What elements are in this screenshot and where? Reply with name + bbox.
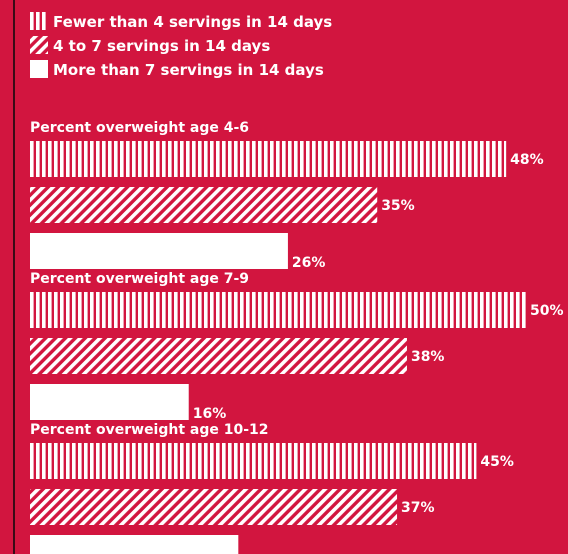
group-title-3: Percent overweight age 10-12 — [30, 422, 269, 438]
left-rule — [13, 0, 15, 554]
legend-label-3: More than 7 servings in 14 days — [53, 61, 324, 79]
bar-g2-s2 — [30, 338, 407, 374]
value-label-g2-s1: 50% — [530, 303, 564, 319]
bar-g1-s1 — [30, 141, 507, 177]
bar-g3-s2 — [30, 489, 398, 525]
bar-g1-s3 — [30, 233, 288, 269]
value-label-g2-s3: 16% — [193, 406, 227, 422]
legend-swatch-3 — [30, 60, 48, 78]
bar-g3-s3 — [30, 535, 239, 554]
legend: Fewer than 4 servings in 14 days 4 to 7 s… — [30, 12, 332, 79]
group-title-1: Percent overweight age 4-6 — [30, 120, 249, 136]
value-label-g3-s2: 37% — [401, 500, 435, 516]
group-title-2: Percent overweight age 7-9 — [30, 271, 249, 287]
value-label-g3-s1: 45% — [480, 454, 514, 470]
bar-g2-s1 — [30, 292, 526, 328]
legend-label-2: 4 to 7 servings in 14 days — [53, 37, 270, 55]
value-label-g2-s2: 38% — [411, 349, 445, 365]
legend-swatch-2 — [30, 36, 48, 54]
bar-groups: Percent overweight age 4-6 48% 35% 26% Perce… — [30, 120, 564, 554]
value-label-g1-s1: 48% — [510, 152, 544, 168]
legend-label-1: Fewer than 4 servings in 14 days — [53, 13, 332, 31]
legend-swatch-1 — [30, 12, 48, 30]
value-label-g1-s3: 26% — [292, 255, 326, 271]
bar-g1-s2 — [30, 187, 378, 223]
bar-g2-s3 — [30, 384, 189, 420]
value-label-g1-s2: 35% — [381, 198, 415, 214]
bar-g3-s1 — [30, 443, 477, 479]
